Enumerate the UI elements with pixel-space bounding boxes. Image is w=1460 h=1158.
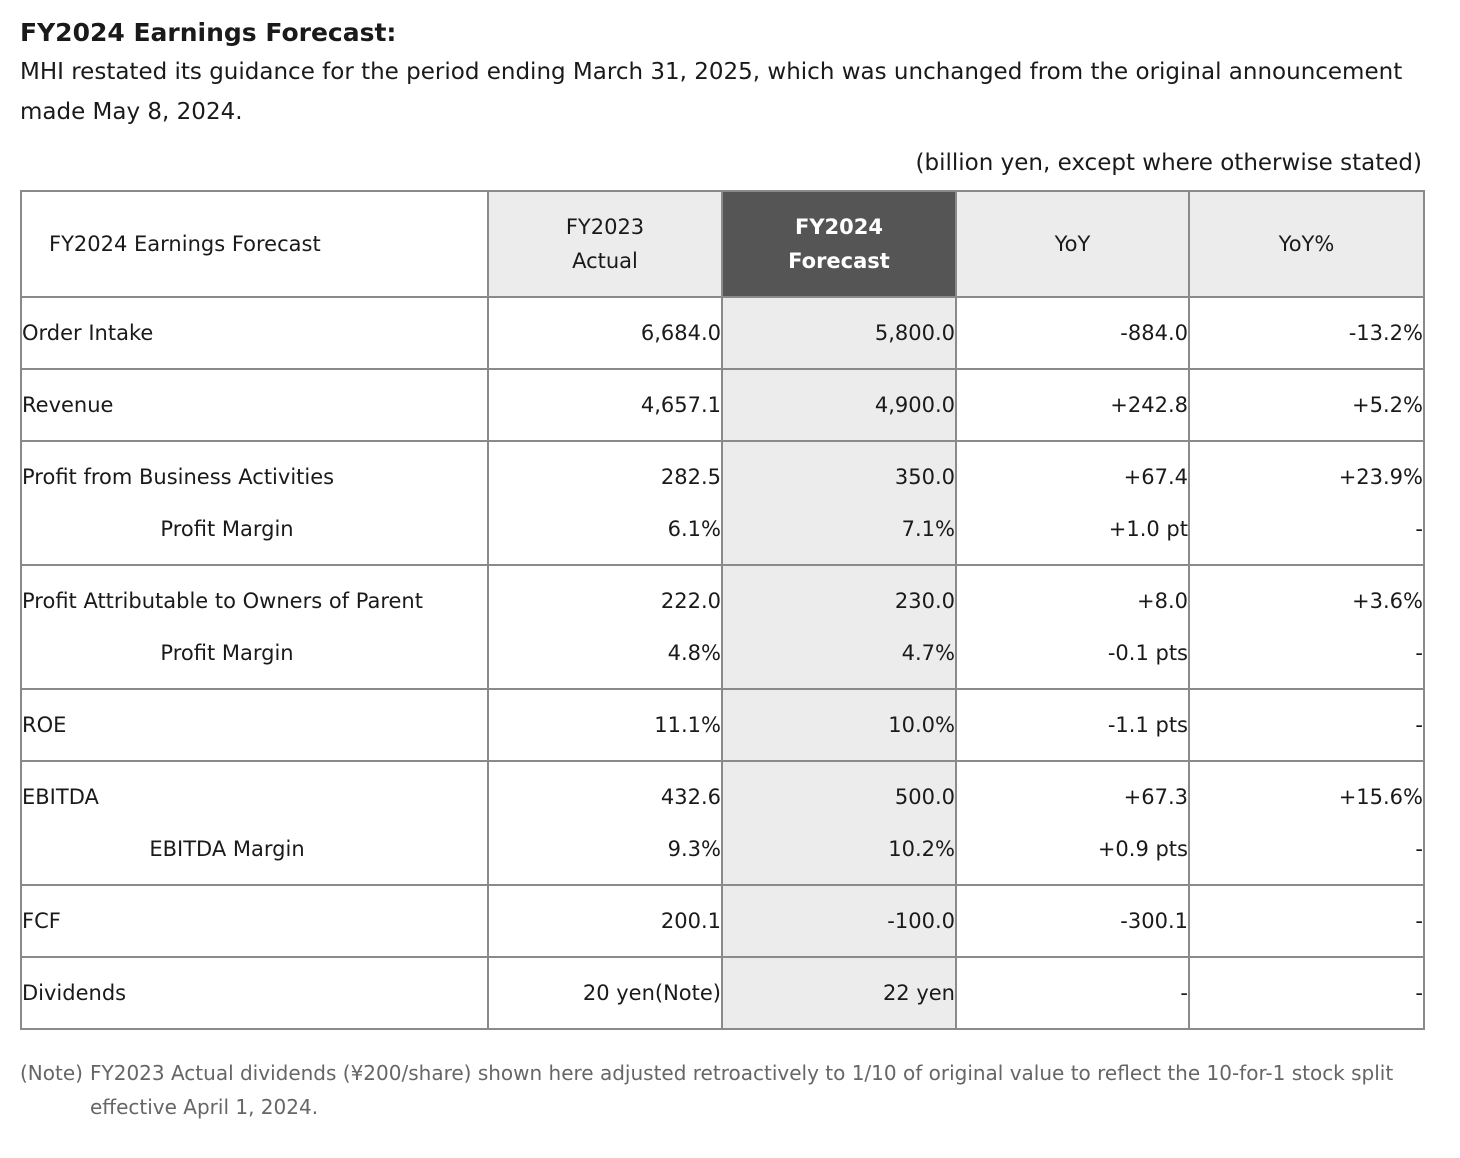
cell-yoy: +242.8	[955, 368, 1190, 442]
row-label: FCF	[20, 884, 489, 958]
row-label: Dividends	[20, 956, 489, 1030]
cell-sub-value: -	[1415, 517, 1423, 541]
intro-paragraph: MHI restated its guidance for the period…	[20, 59, 1403, 125]
cell-yoy: +67.4 +1.0 pt	[955, 440, 1190, 566]
table-row-profit-business-activities: Profit from Business Activities Profit M…	[20, 440, 1425, 566]
header-yoy: YoY	[955, 190, 1190, 298]
row-label: Revenue	[20, 368, 489, 442]
cell-yoy-pct: +3.6% -	[1188, 564, 1425, 690]
header-fy2023-line1: FY2023	[565, 215, 645, 239]
cell-yoy-pct: +15.6% -	[1188, 760, 1425, 886]
row-main-label: Profit from Business Activities	[22, 465, 335, 489]
cell-yoy: -1.1 pts	[955, 688, 1190, 762]
cell-forecast: 22 yen	[721, 956, 957, 1030]
cell-main-value: 222.0	[660, 589, 721, 613]
cell-sub-value: -0.1 pts	[1107, 641, 1188, 665]
cell-forecast: -100.0	[721, 884, 957, 958]
cell-sub-value: 4.8%	[667, 641, 721, 665]
row-label: Profit from Business Activities Profit M…	[20, 440, 489, 566]
cell-forecast: 230.0 4.7%	[721, 564, 957, 690]
table-row-roe: ROE 11.1% 10.0% -1.1 pts -	[20, 688, 1425, 762]
row-sub-label: Profit Margin	[160, 641, 294, 665]
table-row-dividends: Dividends 20 yen(Note) 22 yen - -	[20, 956, 1425, 1030]
footnote-text: FY2023 Actual dividends (¥200/share) sho…	[90, 1061, 1394, 1119]
table-row-order-intake: Order Intake 6,684.0 5,800.0 -884.0 -13.…	[20, 296, 1425, 370]
cell-yoy: -	[955, 956, 1190, 1030]
table-row-revenue: Revenue 4,657.1 4,900.0 +242.8 +5.2%	[20, 368, 1425, 442]
cell-sub-value: 10.2%	[888, 837, 955, 861]
cell-forecast: 500.0 10.2%	[721, 760, 957, 886]
cell-actual: 200.1	[487, 884, 723, 958]
cell-actual: 222.0 4.8%	[487, 564, 723, 690]
page-title: FY2024 Earnings Forecast:	[20, 18, 397, 47]
cell-sub-value: -	[1415, 837, 1423, 861]
cell-sub-value: 7.1%	[901, 517, 955, 541]
cell-actual: 282.5 6.1%	[487, 440, 723, 566]
cell-main-value: +67.3	[1123, 785, 1188, 809]
header-fy2024-forecast: FY2024 Forecast	[721, 190, 957, 298]
footnote: (Note) FY2023 Actual dividends (¥200/sha…	[20, 1056, 1420, 1124]
cell-forecast: 10.0%	[721, 688, 957, 762]
cell-yoy-pct: -13.2%	[1188, 296, 1425, 370]
cell-actual: 4,657.1	[487, 368, 723, 442]
cell-sub-value: 4.7%	[901, 641, 955, 665]
cell-yoy-pct: -	[1188, 884, 1425, 958]
cell-sub-value: +0.9 pts	[1097, 837, 1188, 861]
cell-main-value: 230.0	[894, 589, 955, 613]
row-sub-label: EBITDA Margin	[149, 837, 305, 861]
row-main-label: EBITDA	[22, 785, 99, 809]
cell-yoy: -300.1	[955, 884, 1190, 958]
cell-yoy: -884.0	[955, 296, 1190, 370]
cell-yoy-pct: -	[1188, 956, 1425, 1030]
table-header-row: FY2024 Earnings Forecast FY2023 Actual F…	[20, 190, 1425, 298]
table-row-ebitda: EBITDA EBITDA Margin 432.6 9.3% 500.0 10…	[20, 760, 1425, 886]
cell-yoy-pct: +23.9% -	[1188, 440, 1425, 566]
cell-sub-value: +1.0 pt	[1108, 517, 1188, 541]
header-yoy-pct: YoY%	[1188, 190, 1425, 298]
cell-yoy-pct: +5.2%	[1188, 368, 1425, 442]
row-label: Profit Attributable to Owners of Parent …	[20, 564, 489, 690]
cell-yoy-pct: -	[1188, 688, 1425, 762]
header-fy2023-line2: Actual	[572, 249, 638, 273]
cell-main-value: 350.0	[894, 465, 955, 489]
cell-yoy: +8.0 -0.1 pts	[955, 564, 1190, 690]
cell-main-value: 500.0	[894, 785, 955, 809]
header-fy2023-actual: FY2023 Actual	[487, 190, 723, 298]
cell-main-value: 282.5	[660, 465, 721, 489]
cell-actual: 11.1%	[487, 688, 723, 762]
cell-actual: 20 yen(Note)	[487, 956, 723, 1030]
row-main-label: Profit Attributable to Owners of Parent	[22, 589, 423, 613]
table-row-fcf: FCF 200.1 -100.0 -300.1 -	[20, 884, 1425, 958]
cell-main-value: +23.9%	[1338, 465, 1423, 489]
cell-main-value: +67.4	[1123, 465, 1188, 489]
cell-forecast: 350.0 7.1%	[721, 440, 957, 566]
earnings-forecast-table: FY2024 Earnings Forecast FY2023 Actual F…	[20, 190, 1425, 1030]
row-label: Order Intake	[20, 296, 489, 370]
row-label: EBITDA EBITDA Margin	[20, 760, 489, 886]
cell-sub-value: 6.1%	[667, 517, 721, 541]
cell-forecast: 4,900.0	[721, 368, 957, 442]
cell-forecast: 5,800.0	[721, 296, 957, 370]
header-fy2024-line2: Forecast	[788, 249, 890, 273]
cell-sub-value: 9.3%	[667, 837, 721, 861]
cell-main-value: +8.0	[1137, 589, 1188, 613]
cell-yoy: +67.3 +0.9 pts	[955, 760, 1190, 886]
header-label: FY2024 Earnings Forecast	[20, 190, 489, 298]
table-row-profit-attributable: Profit Attributable to Owners of Parent …	[20, 564, 1425, 690]
cell-actual: 6,684.0	[487, 296, 723, 370]
row-label: ROE	[20, 688, 489, 762]
cell-sub-value: -	[1415, 641, 1423, 665]
header-fy2024-line1: FY2024	[795, 215, 883, 239]
cell-actual: 432.6 9.3%	[487, 760, 723, 886]
row-sub-label: Profit Margin	[160, 517, 294, 541]
cell-main-value: +15.6%	[1338, 785, 1423, 809]
unit-note: (billion yen, except where otherwise sta…	[915, 150, 1422, 176]
footnote-tag: (Note)	[20, 1061, 83, 1085]
page: FY2024 Earnings Forecast: MHI restated i…	[20, 18, 1425, 1124]
cell-main-value: 432.6	[660, 785, 721, 809]
cell-main-value: +3.6%	[1352, 589, 1423, 613]
